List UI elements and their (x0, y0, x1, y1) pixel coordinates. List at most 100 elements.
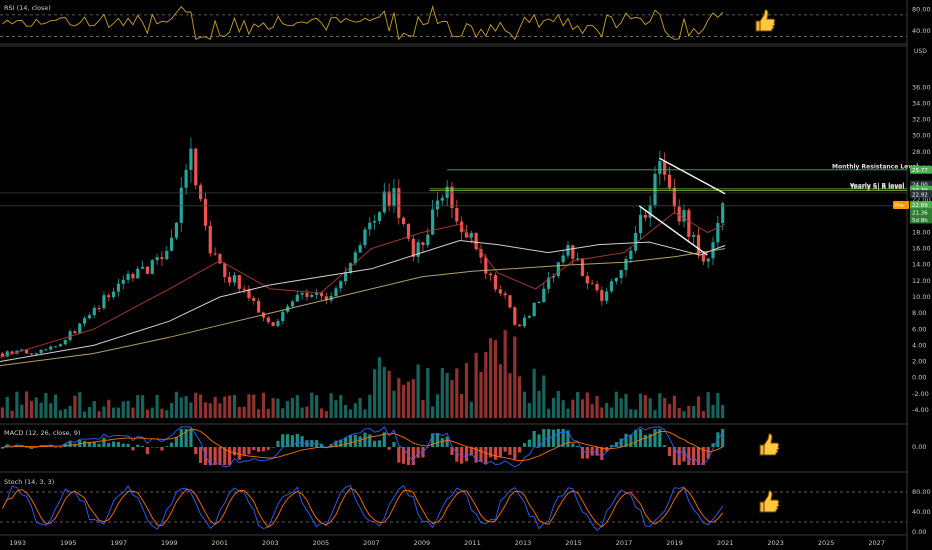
macd-bar (228, 447, 232, 465)
x-axis-tick: 2025 (818, 539, 835, 547)
candle (44, 349, 48, 351)
candle (474, 233, 478, 250)
thumb-cuff (759, 501, 765, 513)
volume-bar (431, 406, 435, 418)
candle (174, 222, 179, 238)
candle (353, 252, 357, 264)
volume-bar (479, 371, 483, 418)
volume-bar (508, 373, 512, 418)
volume-bar (653, 410, 657, 418)
volume-bar (223, 396, 227, 418)
macd-bar (257, 447, 261, 452)
volume-bar (667, 403, 672, 418)
macd-bar (208, 447, 212, 465)
volume-bar (716, 392, 720, 418)
volume-bar (406, 381, 411, 418)
candle (624, 258, 628, 271)
volume-bar (580, 399, 585, 418)
candle (295, 294, 299, 302)
volume-bar (34, 397, 38, 418)
candle (392, 188, 396, 206)
volume-bar (266, 408, 270, 418)
macd-bar (387, 447, 391, 450)
candle (344, 272, 348, 282)
macd-bar (339, 439, 343, 447)
candle (145, 266, 150, 274)
trendline (638, 205, 708, 256)
candle (503, 293, 507, 296)
macd-bar (295, 433, 299, 447)
candle (34, 353, 38, 355)
macd-bar (305, 440, 309, 447)
candle (213, 253, 217, 255)
candle (542, 288, 546, 302)
macd-bar (479, 447, 483, 463)
candle (634, 233, 638, 251)
macd-bar (102, 437, 106, 447)
candle (24, 349, 29, 354)
candle (518, 324, 522, 327)
volume-bar (73, 395, 77, 418)
candle (619, 270, 623, 278)
candle (324, 296, 328, 301)
macd-bar (92, 441, 96, 447)
macd-bar (455, 447, 459, 462)
x-axis-tick: 2007 (363, 539, 380, 547)
candle (136, 268, 140, 279)
macd-tick: 0.00 (912, 443, 926, 451)
macd-bar (547, 429, 551, 447)
x-axis-tick: 1995 (60, 539, 77, 547)
macd-bar (68, 440, 72, 447)
macd-bar (595, 447, 599, 456)
volume-bar (348, 409, 353, 418)
macd-bar (73, 443, 77, 447)
candle (358, 245, 362, 253)
volume-bar (377, 357, 382, 418)
moving-average-line (0, 239, 726, 362)
price-tick: 28.00 (912, 148, 931, 156)
volume-bar (136, 394, 140, 418)
candle (208, 225, 212, 254)
volume-bar (455, 368, 459, 418)
volume-bar (353, 403, 357, 418)
volume-bar (435, 394, 440, 418)
volume-bar (672, 395, 676, 418)
volume-bar (324, 411, 328, 418)
volume-bar (460, 393, 464, 418)
moving-average-line (0, 248, 726, 367)
price-badge-text: 5d 8h (912, 218, 928, 224)
volume-bar (450, 380, 454, 418)
volume-bar (358, 398, 362, 418)
macd-bar (426, 447, 430, 448)
volume-bar (561, 400, 565, 418)
price-tick: 16.00 (912, 245, 931, 253)
macd-bar (672, 447, 676, 465)
stoch-tick: 0.00 (912, 528, 926, 536)
x-axis-tick: 1993 (9, 539, 26, 547)
candle (600, 290, 604, 301)
macd-bar (58, 446, 63, 448)
candle (537, 301, 541, 303)
stoch-tick: 40.00 (912, 508, 931, 516)
candle (648, 205, 652, 218)
candle (218, 253, 222, 264)
macd-bar (397, 447, 401, 463)
volume-bar (58, 410, 63, 418)
candle (126, 273, 130, 280)
volume-bar (228, 395, 232, 418)
candle (73, 331, 77, 334)
thumbs-up-icon (755, 9, 776, 32)
candle (165, 250, 169, 260)
price-badge-text: 22.92 (912, 192, 928, 198)
macd-bar (701, 447, 705, 465)
volume-bar (566, 408, 570, 418)
macd-bar (155, 447, 159, 448)
volume-bar (614, 391, 618, 418)
candle (667, 174, 672, 188)
thumb-hand (759, 9, 776, 32)
volume-bar (68, 405, 72, 418)
candle (663, 161, 667, 175)
macd-bar (63, 443, 67, 447)
candle (682, 210, 686, 222)
volume-bar (165, 410, 169, 418)
